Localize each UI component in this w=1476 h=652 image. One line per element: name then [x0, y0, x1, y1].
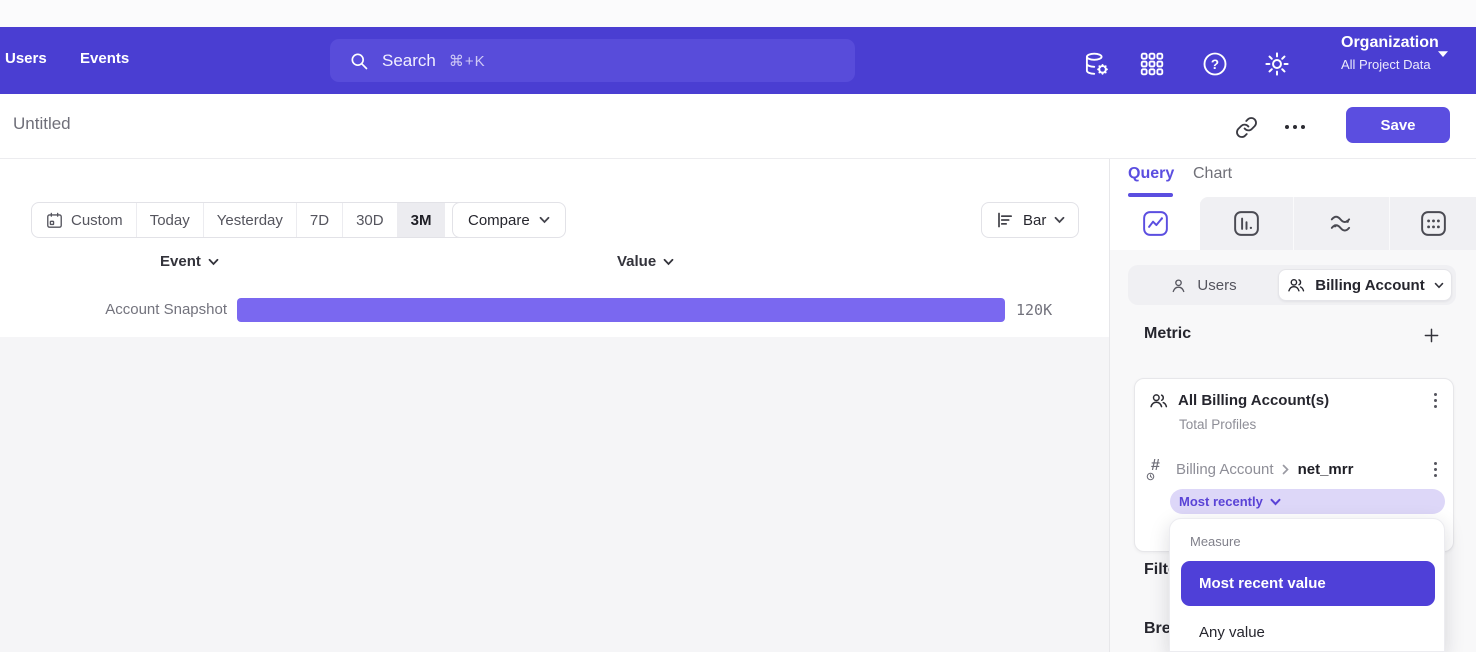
- org-project: All Project Data: [1341, 57, 1431, 72]
- tab-flow-chart[interactable]: [1293, 197, 1389, 250]
- date-range-30d[interactable]: 30D: [342, 203, 397, 237]
- menu-item-most-recent-value[interactable]: Most recent value: [1181, 561, 1435, 606]
- date-range-today[interactable]: Today: [135, 203, 203, 237]
- kebab-menu-icon[interactable]: [1427, 392, 1443, 408]
- help-icon[interactable]: ?: [1200, 49, 1230, 79]
- document-title[interactable]: Untitled: [13, 114, 71, 133]
- chevron-down-icon: [208, 258, 219, 266]
- data-source-icon[interactable]: [1081, 49, 1111, 79]
- date-range-custom[interactable]: Custom: [32, 203, 136, 237]
- chart-type-tabs: [1110, 197, 1476, 250]
- main-area: Custom Today Yesterday 7D 30D 3M 12M Com…: [0, 159, 1476, 652]
- tab-grid-table[interactable]: [1389, 197, 1476, 250]
- chevron-down-icon: [1434, 282, 1444, 289]
- nav-link-users[interactable]: Users: [5, 50, 47, 67]
- bar-category-label: Account Snapshot: [105, 301, 227, 318]
- chevron-down-icon: [539, 216, 550, 224]
- chart-type-dropdown[interactable]: Bar: [981, 202, 1080, 238]
- entity-option-users[interactable]: Users: [1128, 265, 1278, 305]
- link-icon[interactable]: [1232, 113, 1260, 141]
- title-bar: Untitled Save: [0, 94, 1476, 159]
- property-group-label: Billing Account: [1176, 460, 1274, 478]
- number-property-icon: #: [1146, 457, 1168, 481]
- chevron-down-icon: [1437, 50, 1449, 58]
- metric-card-title: All Billing Account(s): [1178, 391, 1330, 409]
- chevron-right-icon: [1282, 464, 1290, 475]
- tab-chart[interactable]: Chart: [1193, 165, 1233, 182]
- value-column-dropdown[interactable]: Value: [617, 253, 674, 270]
- tab-query[interactable]: Query: [1128, 165, 1175, 182]
- measure-pill-dropdown[interactable]: Most recently: [1170, 489, 1445, 514]
- settings-gear-icon[interactable]: [1262, 49, 1292, 79]
- navbar: Users Events Search ⌘+K ?: [0, 27, 1476, 94]
- kebab-menu-icon[interactable]: [1427, 461, 1443, 477]
- event-column-dropdown[interactable]: Event: [160, 253, 219, 270]
- chevron-down-icon: [1270, 498, 1281, 505]
- active-tab-underline: [1128, 193, 1173, 197]
- date-range-group: Custom Today Yesterday 7D 30D 3M 12M: [31, 202, 502, 238]
- date-range-7d[interactable]: 7D: [295, 203, 342, 237]
- date-range-yesterday[interactable]: Yesterday: [202, 203, 296, 237]
- metric-card-header[interactable]: All Billing Account(s): [1148, 387, 1443, 413]
- people-icon: [1148, 390, 1169, 411]
- compare-dropdown[interactable]: Compare: [452, 202, 566, 238]
- bar-account-snapshot[interactable]: [237, 298, 1005, 322]
- people-icon: [1286, 275, 1306, 295]
- entity-toggle: Users Billing Account: [1128, 265, 1456, 305]
- person-icon: [1169, 276, 1188, 295]
- tab-bar-chart[interactable]: [1200, 197, 1293, 250]
- search-input[interactable]: Search ⌘+K: [330, 39, 855, 82]
- add-metric-button[interactable]: [1418, 322, 1444, 348]
- apps-grid-icon[interactable]: [1137, 49, 1167, 79]
- nav-link-events[interactable]: Events: [80, 50, 130, 67]
- date-range-3m[interactable]: 3M: [396, 203, 445, 237]
- measure-menu-header: Measure: [1190, 534, 1241, 549]
- metric-property-row[interactable]: # Billing Account net_mrr: [1146, 456, 1443, 482]
- bar-value-label: 120K: [1016, 301, 1053, 319]
- org-name: Organization: [1341, 34, 1439, 51]
- property-name-label: net_mrr: [1297, 460, 1354, 478]
- search-shortcut: ⌘+K: [448, 52, 486, 70]
- chevron-down-icon: [663, 258, 674, 266]
- search-placeholder: Search: [382, 50, 436, 70]
- measure-dropdown-menu: Measure Most recent value Any value: [1169, 518, 1445, 652]
- save-button[interactable]: Save: [1346, 107, 1450, 143]
- entity-option-billing-account[interactable]: Billing Account: [1278, 269, 1452, 301]
- metric-section-title: Metric: [1144, 325, 1192, 342]
- tab-line-chart[interactable]: [1110, 197, 1200, 250]
- org-switcher[interactable]: Organization All Project Data: [1341, 34, 1448, 72]
- top-strip: [0, 0, 1476, 27]
- search-icon: [349, 51, 369, 71]
- chevron-down-icon: [1054, 216, 1065, 224]
- metric-card-subtitle: Total Profiles: [1179, 417, 1257, 432]
- calendar-icon: [45, 211, 64, 230]
- svg-text:?: ?: [1211, 57, 1219, 72]
- menu-item-any-value[interactable]: Any value: [1199, 623, 1265, 641]
- horizontal-bars-icon: [995, 210, 1015, 230]
- more-icon[interactable]: [1281, 113, 1309, 141]
- query-panel: Query Chart: [1109, 159, 1476, 652]
